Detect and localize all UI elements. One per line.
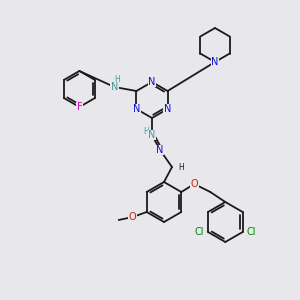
- Text: N: N: [211, 57, 219, 67]
- Text: N: N: [148, 77, 156, 87]
- Text: F: F: [76, 102, 82, 112]
- Text: O: O: [190, 179, 198, 189]
- Text: H: H: [143, 128, 149, 136]
- Text: N: N: [164, 104, 171, 114]
- Text: N: N: [148, 130, 156, 140]
- Text: H: H: [178, 163, 184, 172]
- Text: N: N: [156, 145, 164, 155]
- Text: Cl: Cl: [247, 227, 256, 237]
- Text: N: N: [133, 104, 140, 114]
- Text: Cl: Cl: [194, 227, 204, 237]
- Text: H: H: [115, 76, 120, 85]
- Text: O: O: [129, 212, 136, 222]
- Text: N: N: [111, 82, 118, 92]
